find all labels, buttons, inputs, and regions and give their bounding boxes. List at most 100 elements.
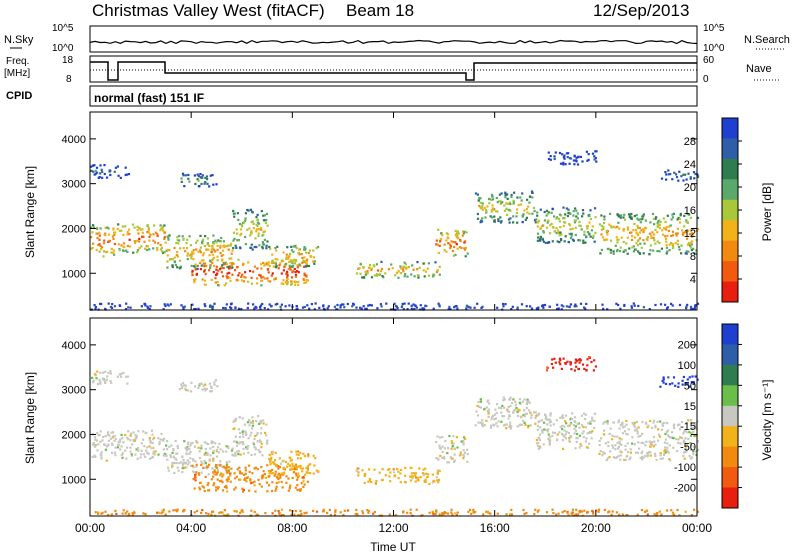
heatmap-cell bbox=[520, 203, 523, 206]
heatmap-cell bbox=[182, 382, 185, 385]
heatmap-cell bbox=[218, 240, 221, 243]
heatmap-cell bbox=[186, 446, 189, 449]
heatmap-cell bbox=[559, 363, 562, 366]
heatmap-cell bbox=[407, 302, 410, 305]
heatmap-cell bbox=[421, 514, 424, 517]
heatmap-cell bbox=[463, 436, 466, 439]
heatmap-cell bbox=[99, 302, 102, 305]
heatmap-cell bbox=[541, 224, 544, 228]
heatmap-cell bbox=[558, 361, 561, 364]
heatmap-cell bbox=[124, 173, 127, 177]
heatmap-cell bbox=[586, 227, 589, 230]
heatmap-cell bbox=[614, 226, 617, 229]
heatmap-cell bbox=[202, 466, 205, 469]
heatmap-cell bbox=[662, 381, 665, 384]
heatmap-cell bbox=[160, 432, 163, 435]
heatmap-cell bbox=[294, 271, 297, 274]
heatmap-cell bbox=[373, 468, 376, 471]
heatmap-cell bbox=[92, 242, 95, 245]
heatmap-cell bbox=[692, 380, 695, 384]
heatmap-cell bbox=[387, 268, 390, 271]
heatmap-cell bbox=[124, 449, 127, 452]
heatmap-cell bbox=[113, 439, 116, 442]
heatmap-cell bbox=[212, 183, 215, 186]
heatmap-cell bbox=[552, 366, 555, 369]
heatmap-cell bbox=[297, 271, 300, 274]
heatmap-cell bbox=[146, 446, 149, 449]
heatmap-cell bbox=[202, 259, 205, 262]
heatmap-cell bbox=[150, 447, 153, 450]
heatmap-cell bbox=[114, 451, 117, 454]
heatmap-cell bbox=[572, 210, 575, 213]
heatmap-cell bbox=[505, 513, 508, 516]
heatmap-cell bbox=[567, 211, 570, 214]
heatmap-cell bbox=[269, 280, 272, 283]
heatmap-cell bbox=[377, 273, 381, 277]
heatmap-cell bbox=[131, 443, 134, 446]
heatmap-cell bbox=[99, 380, 102, 383]
heatmap-cell bbox=[132, 251, 135, 254]
heatmap-cell bbox=[536, 424, 539, 428]
heatmap-cell bbox=[196, 173, 199, 176]
heatmap-cell bbox=[689, 244, 692, 247]
heatmap-cell bbox=[171, 451, 174, 454]
heatmap-cell bbox=[646, 236, 649, 239]
heatmap-cell bbox=[404, 474, 407, 477]
heatmap-cell bbox=[537, 509, 540, 512]
heatmap-cell bbox=[252, 441, 255, 444]
heatmap-cell bbox=[181, 471, 184, 474]
heatmap-cell bbox=[689, 177, 692, 180]
heatmap-cell bbox=[184, 174, 187, 177]
heatmap-cell bbox=[176, 444, 179, 447]
heatmap-cell bbox=[633, 304, 636, 307]
heatmap-cell bbox=[203, 453, 206, 456]
heatmap-cell bbox=[616, 435, 619, 438]
heatmap-cell bbox=[600, 233, 603, 236]
heatmap-cell bbox=[139, 228, 142, 231]
heatmap-cell bbox=[658, 510, 661, 513]
heatmap-cell bbox=[435, 457, 438, 460]
heatmap-cell bbox=[373, 510, 376, 514]
heatmap-cell bbox=[270, 456, 273, 459]
freq-step-line bbox=[90, 61, 697, 81]
freq-label: Freq. bbox=[6, 56, 29, 67]
heatmap-cell bbox=[277, 472, 280, 475]
heatmap-cell bbox=[302, 260, 305, 263]
heatmap-cell bbox=[537, 414, 540, 417]
heatmap-cell bbox=[192, 258, 195, 261]
heatmap-cell bbox=[664, 438, 668, 441]
heatmap-cell bbox=[586, 364, 589, 367]
heatmap-cell bbox=[194, 460, 197, 463]
heatmap-cell bbox=[541, 238, 544, 241]
heatmap-cell bbox=[278, 466, 281, 469]
heatmap-cell bbox=[559, 358, 562, 362]
heatmap-cell bbox=[400, 305, 403, 309]
heatmap-cell bbox=[297, 472, 300, 475]
heatmap-cell bbox=[625, 455, 628, 458]
heatmap-cell bbox=[439, 239, 442, 242]
heatmap-cell bbox=[575, 215, 578, 218]
heatmap-cell bbox=[322, 304, 325, 307]
heatmap-cell bbox=[267, 475, 270, 478]
heatmap-cell bbox=[262, 422, 265, 425]
heatmap-cell bbox=[111, 431, 114, 434]
heatmap-cell bbox=[125, 457, 128, 460]
heatmap-cell bbox=[491, 216, 494, 219]
heatmap-cell bbox=[140, 442, 143, 445]
heatmap-cell bbox=[656, 512, 659, 515]
heatmap-cell bbox=[659, 221, 662, 224]
heatmap-cell bbox=[370, 268, 373, 271]
heatmap-cell bbox=[546, 430, 549, 433]
heatmap-cell bbox=[568, 157, 571, 160]
heatmap-cell bbox=[568, 437, 571, 440]
heatmap-cell bbox=[536, 214, 539, 217]
heatmap-cell bbox=[199, 488, 202, 491]
heatmap-cell bbox=[679, 436, 682, 439]
heatmap-cell bbox=[306, 279, 309, 282]
heatmap-cell bbox=[547, 211, 550, 214]
heatmap-cell bbox=[403, 261, 406, 264]
heatmap-cell bbox=[576, 422, 579, 426]
heatmap-cell bbox=[266, 442, 269, 445]
heatmap-cell bbox=[110, 251, 113, 254]
heatmap-cell bbox=[190, 464, 193, 467]
